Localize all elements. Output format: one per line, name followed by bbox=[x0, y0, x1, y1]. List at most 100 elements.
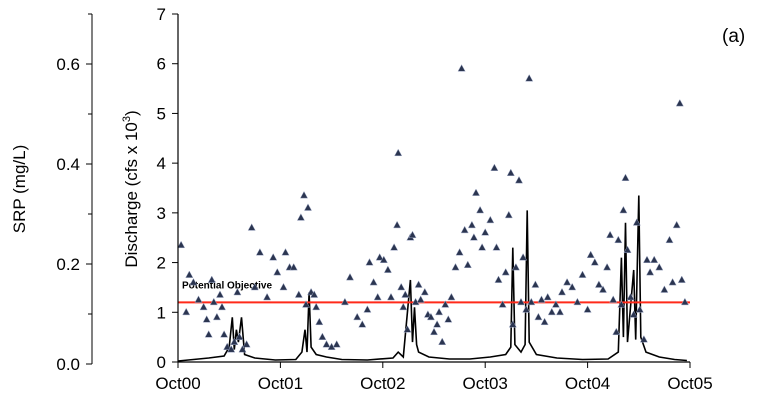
srp-point bbox=[534, 312, 543, 321]
discharge-tick-label: 2 bbox=[157, 254, 166, 273]
srp-point bbox=[209, 297, 218, 306]
srp-point bbox=[182, 307, 191, 316]
srp-point bbox=[215, 290, 225, 298]
srp-point bbox=[492, 243, 501, 251]
srp-point bbox=[365, 258, 374, 266]
srp-point bbox=[269, 253, 278, 261]
srp-point bbox=[668, 277, 677, 286]
srp-point bbox=[447, 292, 456, 301]
srp-point bbox=[247, 223, 256, 231]
srp-point bbox=[655, 262, 664, 271]
discharge-line bbox=[177, 195, 687, 362]
panel-label: (a) bbox=[722, 26, 745, 47]
srp-point bbox=[255, 248, 264, 256]
srp-point bbox=[478, 243, 487, 251]
srp-point bbox=[444, 315, 453, 323]
srp-point bbox=[525, 74, 534, 82]
srp-point bbox=[508, 320, 517, 328]
srp-point bbox=[498, 300, 507, 308]
srp-point bbox=[238, 345, 247, 353]
srp-point bbox=[433, 320, 442, 328]
srp-point bbox=[469, 233, 478, 241]
left-tick-label: 0.4 bbox=[56, 155, 80, 174]
srp-point bbox=[626, 292, 635, 301]
srp-point bbox=[551, 300, 560, 308]
srp-point bbox=[401, 290, 410, 298]
srp-point bbox=[451, 262, 460, 271]
srp-point bbox=[623, 245, 632, 253]
srp-point bbox=[408, 230, 417, 239]
srp-point bbox=[345, 272, 355, 281]
srp-point bbox=[322, 340, 331, 348]
srp-point bbox=[490, 163, 499, 171]
x-tick-label: Oct05 bbox=[667, 374, 712, 393]
left-tick-label: 0.0 bbox=[56, 355, 80, 374]
srp-point bbox=[441, 300, 450, 308]
srp-point bbox=[460, 225, 469, 234]
srp-point bbox=[471, 188, 481, 196]
srp-point bbox=[429, 327, 439, 336]
srp-point bbox=[379, 255, 388, 263]
srp-point bbox=[612, 327, 621, 336]
srp-point bbox=[363, 305, 372, 313]
srp-point bbox=[457, 64, 466, 72]
srp-point bbox=[420, 287, 429, 296]
srp-point bbox=[373, 292, 382, 301]
srp-point bbox=[233, 287, 242, 296]
srp-point bbox=[393, 220, 402, 229]
srp-point bbox=[609, 295, 618, 303]
srp-point bbox=[573, 297, 582, 306]
srp-point bbox=[617, 300, 626, 308]
srp-point bbox=[672, 220, 681, 229]
srp-point bbox=[537, 295, 546, 303]
srp-point bbox=[501, 267, 510, 276]
srp-point bbox=[397, 282, 406, 291]
srp-point bbox=[296, 213, 305, 221]
srp-point bbox=[281, 248, 290, 256]
srp-point bbox=[369, 277, 378, 286]
srp-point bbox=[603, 262, 612, 271]
right-axis-title-end: ) bbox=[122, 110, 141, 116]
srp-point bbox=[650, 255, 659, 263]
srp-point bbox=[340, 297, 349, 306]
srp-point bbox=[263, 292, 272, 301]
discharge-tick-label: 0 bbox=[157, 353, 166, 372]
srp-point bbox=[414, 280, 423, 288]
srp-point bbox=[301, 300, 311, 308]
srp-point bbox=[426, 312, 435, 321]
discharge-tick-label: 1 bbox=[157, 303, 166, 322]
srp-point bbox=[279, 282, 288, 291]
srp-point bbox=[646, 267, 655, 276]
x-tick-label: Oct01 bbox=[258, 374, 303, 393]
right-axis-title: Discharge (cfs x 103) bbox=[121, 110, 141, 267]
srp-point bbox=[563, 277, 572, 286]
srp-point bbox=[199, 302, 208, 311]
srp-point bbox=[312, 302, 321, 311]
srp-point bbox=[504, 210, 513, 219]
srp-point bbox=[606, 230, 615, 239]
srp-point bbox=[212, 312, 221, 321]
x-tick-label: Oct00 bbox=[155, 374, 200, 393]
x-tick-label: Oct03 bbox=[463, 374, 508, 393]
srp-point bbox=[318, 332, 327, 340]
discharge-tick-label: 5 bbox=[157, 104, 166, 123]
srp-point bbox=[467, 220, 476, 229]
left-tick-label: 0.2 bbox=[56, 255, 80, 274]
srp-point bbox=[619, 205, 628, 214]
srp-point bbox=[353, 312, 362, 321]
left-axis: 0.0 0.2 0.4 0.6 SRP (mg/L) bbox=[10, 13, 93, 374]
srp-point bbox=[383, 265, 392, 273]
srp-point bbox=[527, 297, 536, 306]
srp-point bbox=[635, 305, 644, 313]
srp-point bbox=[403, 325, 412, 333]
srp-point bbox=[486, 215, 495, 224]
srp-point bbox=[242, 340, 251, 348]
right-axis-title-sup: 3 bbox=[121, 116, 133, 122]
srp-point bbox=[223, 342, 232, 350]
srp-point bbox=[310, 290, 319, 298]
srp-point bbox=[399, 302, 408, 311]
srp-point bbox=[494, 275, 503, 283]
srp-point bbox=[677, 275, 686, 283]
